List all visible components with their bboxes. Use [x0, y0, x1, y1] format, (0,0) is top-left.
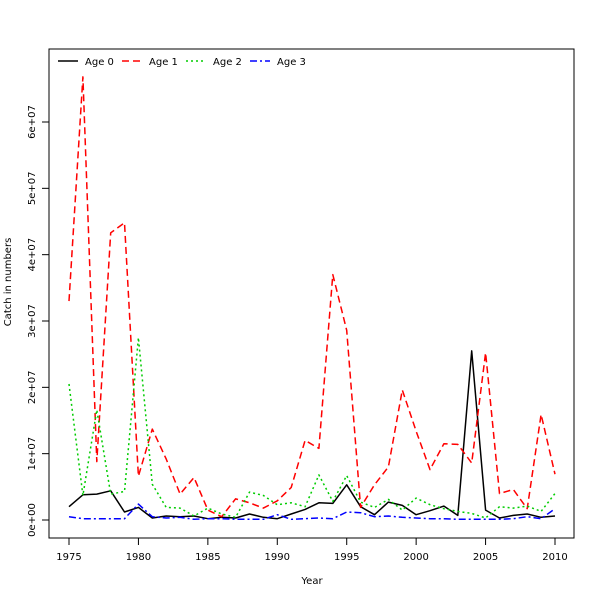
- x-tick-label: 2005: [473, 552, 498, 563]
- y-tick-label: 1e+07: [27, 437, 38, 471]
- x-tick-label: 1985: [195, 552, 220, 563]
- x-axis: 1975 1980 1985 1990 1995 2000 2005 2010: [56, 537, 568, 563]
- y-tick-label: 6e+07: [27, 105, 38, 139]
- y-tick-label: 3e+07: [27, 304, 38, 338]
- x-axis-title: Year: [300, 576, 323, 587]
- x-tick-label: 1995: [334, 552, 359, 563]
- x-tick-label: 1980: [126, 552, 151, 563]
- legend-age-2-label: Age 2: [213, 57, 242, 68]
- series-lines: [68, 76, 556, 521]
- series-line-age-1: [68, 76, 556, 518]
- y-tick-label: 0e+00: [27, 503, 38, 537]
- x-tick-label: 2010: [542, 552, 567, 563]
- series-line-age-2: [68, 336, 556, 519]
- y-axis-title: Catch in numbers: [3, 238, 14, 327]
- legend: Age 0 Age 1 Age 2 Age 3: [58, 57, 306, 68]
- x-tick-label: 1975: [56, 552, 81, 563]
- series-line-age-3: [68, 503, 556, 521]
- x-tick-label: 2000: [403, 552, 428, 563]
- x-tick-label: 1990: [265, 552, 290, 563]
- series-line-age-0: [68, 350, 556, 520]
- y-tick-label: 5e+07: [27, 172, 38, 206]
- y-axis: 0e+00 1e+07 2e+07 3e+07 4e+07 5e+07 6e+07: [27, 105, 50, 537]
- legend-age-3-label: Age 3: [277, 57, 306, 68]
- y-tick-label: 2e+07: [27, 371, 38, 405]
- y-tick-label: 4e+07: [27, 238, 38, 272]
- legend-age-1-label: Age 1: [149, 57, 178, 68]
- legend-age-0-label: Age 0: [85, 57, 114, 68]
